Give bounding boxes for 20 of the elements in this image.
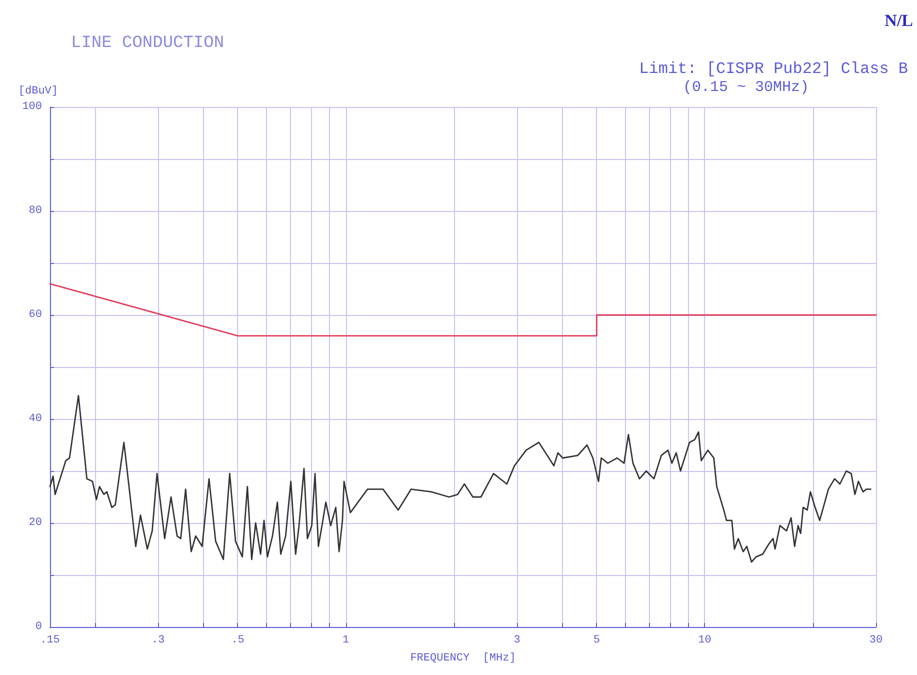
- y-tick-label: 20: [28, 517, 42, 529]
- text: (0.15 ~ 30MHz): [682, 79, 810, 96]
- x-tick-label: 30: [869, 634, 883, 646]
- y-tick-label: 60: [28, 309, 42, 321]
- x-tick-label: 1: [342, 634, 350, 646]
- chart-subtitle: Limit: [CISPR Pub22] Class B: [639, 60, 908, 78]
- x-tick-label: .15: [40, 634, 60, 646]
- y-tick-label: 40: [28, 413, 42, 425]
- x-tick-label: 10: [698, 634, 712, 646]
- y-axis-title: [dBuV]: [18, 86, 58, 98]
- y-tick-label: 0: [35, 621, 42, 633]
- x-tick-label: 5: [593, 634, 600, 646]
- x-tick-label: .5: [231, 634, 244, 646]
- x-tick-label: .3: [151, 634, 165, 646]
- x-tick-label: 3: [514, 634, 520, 646]
- x-axis-title: FREQUENCY [MHz]: [410, 652, 516, 664]
- y-tick-label: 100: [22, 101, 42, 113]
- chart-title: LINE CONDUCTION: [71, 34, 224, 53]
- y-tick-label: 80: [28, 205, 42, 217]
- text: N/L: [884, 11, 914, 30]
